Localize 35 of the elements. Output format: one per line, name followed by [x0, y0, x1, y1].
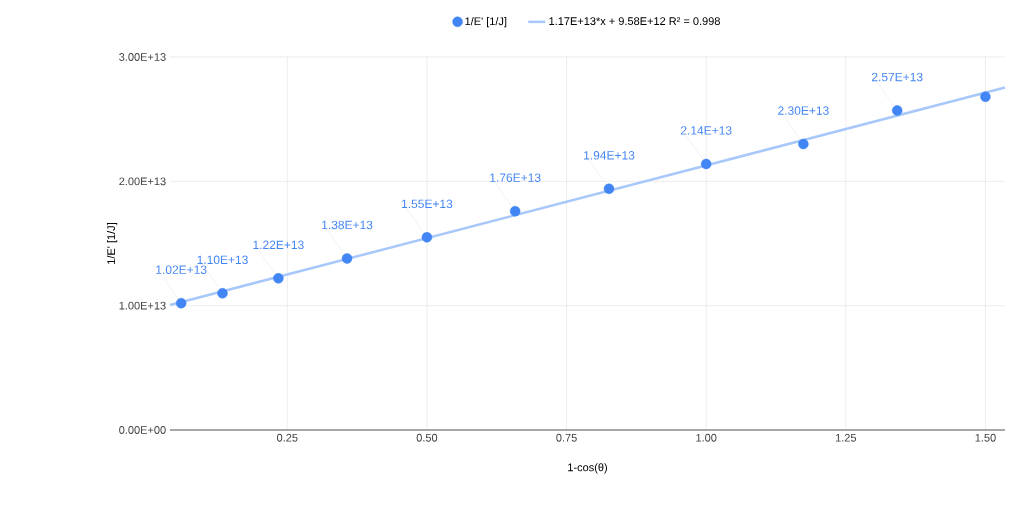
data-label: 1.02E+13 — [156, 265, 207, 274]
y-axis-title: 1/E' [1/J] — [106, 223, 118, 264]
x-axis-title: 1-cos(θ) — [568, 463, 607, 474]
y-tick-label: 1.00E+13 — [119, 301, 166, 310]
point — [603, 183, 615, 194]
point — [980, 91, 991, 102]
point — [273, 273, 284, 284]
data-label: 2.30E+13 — [778, 106, 829, 115]
x-tick-label: 0.25 — [277, 433, 298, 442]
x-tick-label: 1.25 — [835, 433, 857, 442]
x-tick-label: 1.00 — [696, 433, 717, 442]
y-tick-label: 2.00E+13 — [119, 177, 166, 186]
point — [175, 297, 187, 309]
data-label: 1.38E+13 — [322, 220, 373, 230]
point — [892, 105, 903, 116]
point — [421, 232, 433, 243]
y-tick-label: 3.00E+13 — [119, 53, 166, 61]
point — [509, 205, 521, 217]
data-label: 2.14E+13 — [680, 126, 732, 135]
point — [700, 158, 712, 170]
data-label: 1.55E+13 — [401, 199, 453, 209]
data-label: 2.57E+13 — [871, 72, 923, 82]
y-tick-label: 0.00E+00 — [119, 426, 166, 434]
data-label: 1.94E+13 — [584, 151, 635, 160]
x-tick-label: 1.50 — [975, 433, 996, 442]
point — [798, 138, 809, 150]
x-tick-label: 0.50 — [416, 433, 438, 442]
legend-label: 1/E' [1/J] — [465, 17, 507, 28]
legend-label: 1.17E+13*x + 9.58E+12 R² = 0.998 — [549, 17, 720, 25]
point — [217, 288, 228, 299]
data-label: 1.22E+13 — [253, 240, 304, 250]
data-label: 1.76E+13 — [490, 173, 541, 182]
data-label: 1.10E+13 — [197, 255, 248, 265]
point — [341, 253, 353, 264]
x-tick-label: 0.75 — [556, 433, 577, 442]
